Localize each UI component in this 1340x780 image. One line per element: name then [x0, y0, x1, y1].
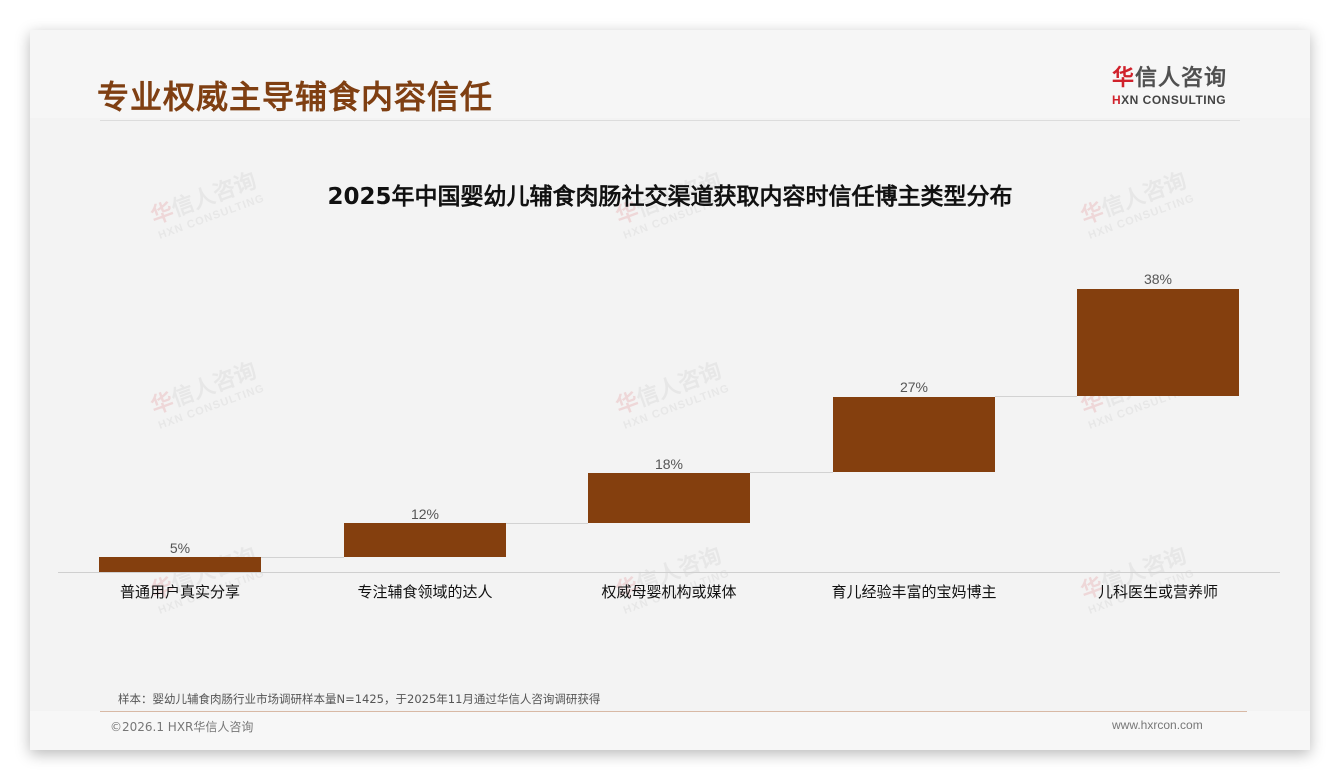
value-label: 5% — [169, 540, 191, 556]
company-logo: 华信人咨询 HXN CONSULTING — [1112, 66, 1242, 107]
bar-chart: 5% 12% 18% 27% 38% 普通用户真实分享 专注辅食领域的达人 权威… — [30, 30, 1310, 750]
category-label: 育儿经验丰富的宝妈博主 — [831, 583, 997, 601]
category-label: 权威母婴机构或媒体 — [601, 583, 737, 601]
connector-line — [261, 557, 344, 558]
bar-5 — [1077, 289, 1239, 396]
value-label: 18% — [654, 456, 684, 472]
value-label: 27% — [899, 379, 929, 395]
category-label: 普通用户真实分享 — [119, 583, 240, 601]
bar-4 — [833, 397, 995, 472]
bar-3 — [588, 473, 750, 523]
footer-band — [30, 711, 1310, 750]
copyright-text: ©2026.1 HXR华信人咨询 — [110, 720, 254, 734]
x-axis-line — [58, 572, 1280, 573]
value-label: 38% — [1143, 271, 1173, 287]
bar-1 — [99, 557, 261, 572]
value-label: 12% — [410, 506, 440, 522]
sample-note: 样本：婴幼儿辅食肉肠行业市场调研样本量N=1425，于2025年11月通过华信人… — [118, 692, 601, 706]
slide: 华信人咨询 HXN CONSULTING 华信人咨询 HXN CONSULTING … — [30, 30, 1310, 750]
category-label: 专注辅食领域的达人 — [357, 583, 493, 601]
header-band — [30, 30, 1310, 118]
bar-2 — [344, 523, 506, 557]
website-link[interactable]: www.hxrcon.com — [1112, 718, 1203, 732]
footer-divider — [100, 711, 1247, 712]
chart-title: 2025年中国婴幼儿辅食肉肠社交渠道获取内容时信任博主类型分布 — [327, 184, 1013, 210]
header-divider — [100, 120, 1240, 121]
logo-en-text: HXN CONSULTING — [1112, 93, 1227, 107]
page-title: 专业权威主导辅食内容信任 — [97, 78, 494, 116]
connector-line — [750, 472, 833, 473]
category-label: 儿科医生或营养师 — [1097, 583, 1218, 601]
logo-cn-text: 华信人咨询 — [1112, 66, 1228, 91]
connector-line — [995, 396, 1077, 397]
connector-line — [506, 523, 588, 524]
